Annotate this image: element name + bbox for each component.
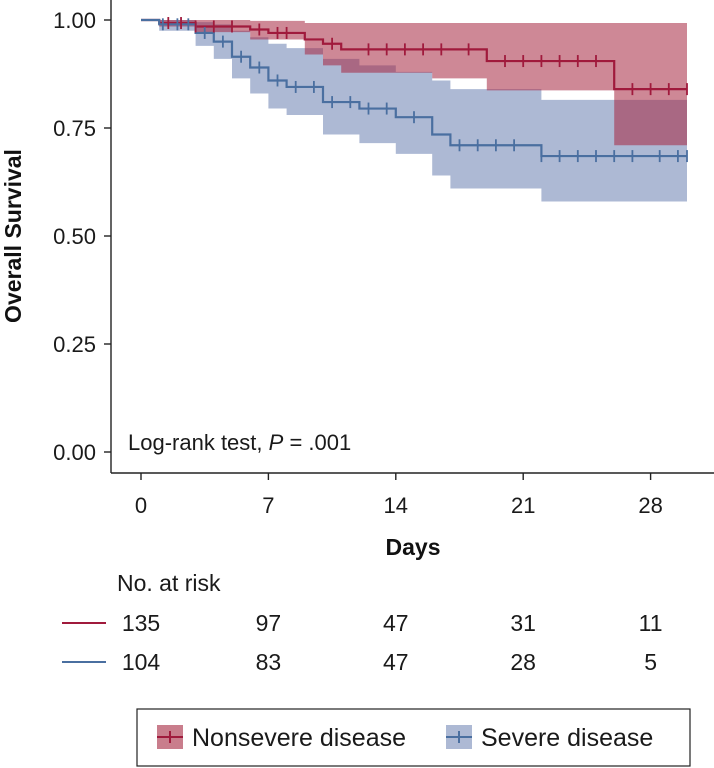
x-axis-ticks: 0 7 14 21 28 <box>135 473 663 518</box>
x-tick-label: 21 <box>511 493 535 518</box>
x-axis-title: Days <box>386 534 441 560</box>
y-tick-label: 0.25 <box>53 332 96 357</box>
y-axis-title: Overall Survival <box>0 149 26 323</box>
y-tick-label: 0.50 <box>53 224 96 249</box>
y-tick-label: 0.75 <box>53 116 96 141</box>
annotation-italic: P <box>269 430 284 455</box>
y-axis-ticks: 0.00 0.25 0.50 0.75 1.00 <box>53 8 111 465</box>
annotation-suffix: = .001 <box>283 430 351 455</box>
censor-marks <box>161 17 688 163</box>
log-rank-annotation: Log-rank test, P = .001 <box>128 430 351 455</box>
x-tick-label: 14 <box>384 493 408 518</box>
legend-box <box>136 708 691 767</box>
legend-label-nonsevere: Nonsevere disease <box>192 724 406 752</box>
x-tick-label: 28 <box>638 493 662 518</box>
risk-count-severe: 83 <box>256 649 282 675</box>
risk-count-nonsevere: 47 <box>383 610 409 636</box>
risk-count-severe: 5 <box>644 649 657 675</box>
risk-count-severe: 47 <box>383 649 409 675</box>
risk-count-nonsevere: 135 <box>122 610 160 636</box>
risk-count-severe: 28 <box>510 649 536 675</box>
x-tick-label: 0 <box>135 493 147 518</box>
risk-count-nonsevere: 11 <box>639 610 663 636</box>
risk-table-rows: 135 97 47 31 11 104 83 47 28 5 <box>62 610 663 675</box>
risk-table-title: No. at risk <box>117 570 221 596</box>
x-tick-label: 7 <box>262 493 274 518</box>
y-tick-label: 1.00 <box>53 8 96 33</box>
annotation-prefix: Log-rank test, <box>128 430 269 455</box>
risk-count-nonsevere: 31 <box>510 610 536 636</box>
y-tick-label: 0.00 <box>53 440 96 465</box>
ci-band-nonsevere <box>141 20 687 146</box>
risk-count-nonsevere: 97 <box>256 610 282 636</box>
legend-label-severe: Severe disease <box>481 724 653 752</box>
legend: Nonsevere disease Severe disease <box>136 708 691 767</box>
risk-count-severe: 104 <box>122 649 161 675</box>
